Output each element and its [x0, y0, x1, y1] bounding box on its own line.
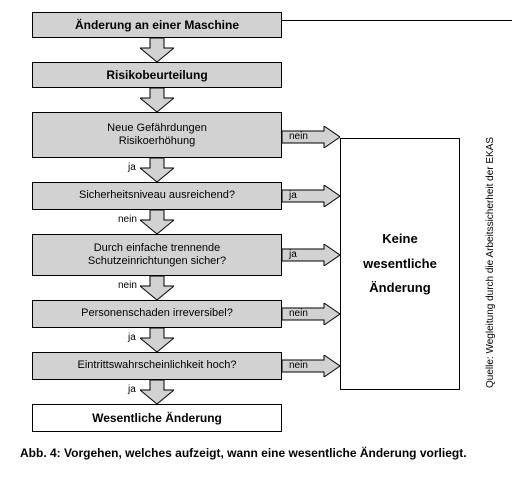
edge-right4-label: nein [289, 308, 308, 319]
top-rule [282, 20, 512, 21]
node-q1-line2: Risikoerhöhung [119, 135, 195, 148]
node-result-line2: wesentliche [363, 252, 437, 277]
edge-down3-label: ja [128, 162, 136, 173]
node-start: Änderung an einer Maschine [32, 12, 282, 38]
flowchart: Änderung an einer Maschine Risikobeurtei… [20, 12, 520, 492]
arrow-down-6 [140, 328, 174, 352]
node-result-line3: Änderung [369, 276, 430, 301]
node-result-line1: Keine [382, 227, 417, 252]
node-q5-label: Eintrittswahrscheinlichkeit hoch? [78, 359, 237, 372]
node-q1-line1: Neue Gefährdungen [107, 122, 207, 135]
arrow-down-7 [140, 380, 174, 404]
edge-right1-label: nein [289, 131, 308, 142]
node-q3: Durch einfache trennende Schutzeinrichtu… [32, 234, 282, 276]
arrow-down-2 [140, 88, 174, 112]
node-risk: Risikobeurteilung [32, 62, 282, 88]
node-q2-label: Sicherheitsniveau ausreichend? [79, 189, 235, 202]
node-q3-line1: Durch einfache trennende [94, 242, 221, 255]
edge-down4-label: nein [118, 214, 137, 225]
arrow-down-5 [140, 276, 174, 300]
edge-right3-label: ja [289, 249, 297, 260]
node-q3-line2: Schutzeinrichtungen sicher? [88, 255, 226, 268]
edge-down7-label: ja [128, 384, 136, 395]
figure-caption: Abb. 4: Vorgehen, welches aufzeigt, wann… [20, 446, 510, 460]
node-risk-label: Risikobeurteilung [106, 68, 207, 82]
arrow-down-4 [140, 210, 174, 234]
node-start-label: Änderung an einer Maschine [75, 18, 239, 32]
node-end-label: Wesentliche Änderung [92, 411, 222, 425]
node-q5: Eintrittswahrscheinlichkeit hoch? [32, 352, 282, 380]
node-end: Wesentliche Änderung [32, 404, 282, 432]
edge-down5-label: nein [118, 280, 137, 291]
node-q1: Neue Gefährdungen Risikoerhöhung [32, 112, 282, 158]
source-text: Quelle: Wegleitung durch die Arbeitssich… [485, 137, 496, 388]
arrow-down-1 [140, 38, 174, 62]
edge-down6-label: ja [128, 332, 136, 343]
node-q4: Personenschaden irreversibel? [32, 300, 282, 328]
edge-right2-label: ja [289, 190, 297, 201]
edge-right5-label: nein [289, 360, 308, 371]
node-result: Keine wesentliche Änderung [340, 138, 460, 390]
node-q2: Sicherheitsniveau ausreichend? [32, 182, 282, 210]
node-q4-label: Personenschaden irreversibel? [81, 307, 233, 320]
arrow-down-3 [140, 158, 174, 182]
